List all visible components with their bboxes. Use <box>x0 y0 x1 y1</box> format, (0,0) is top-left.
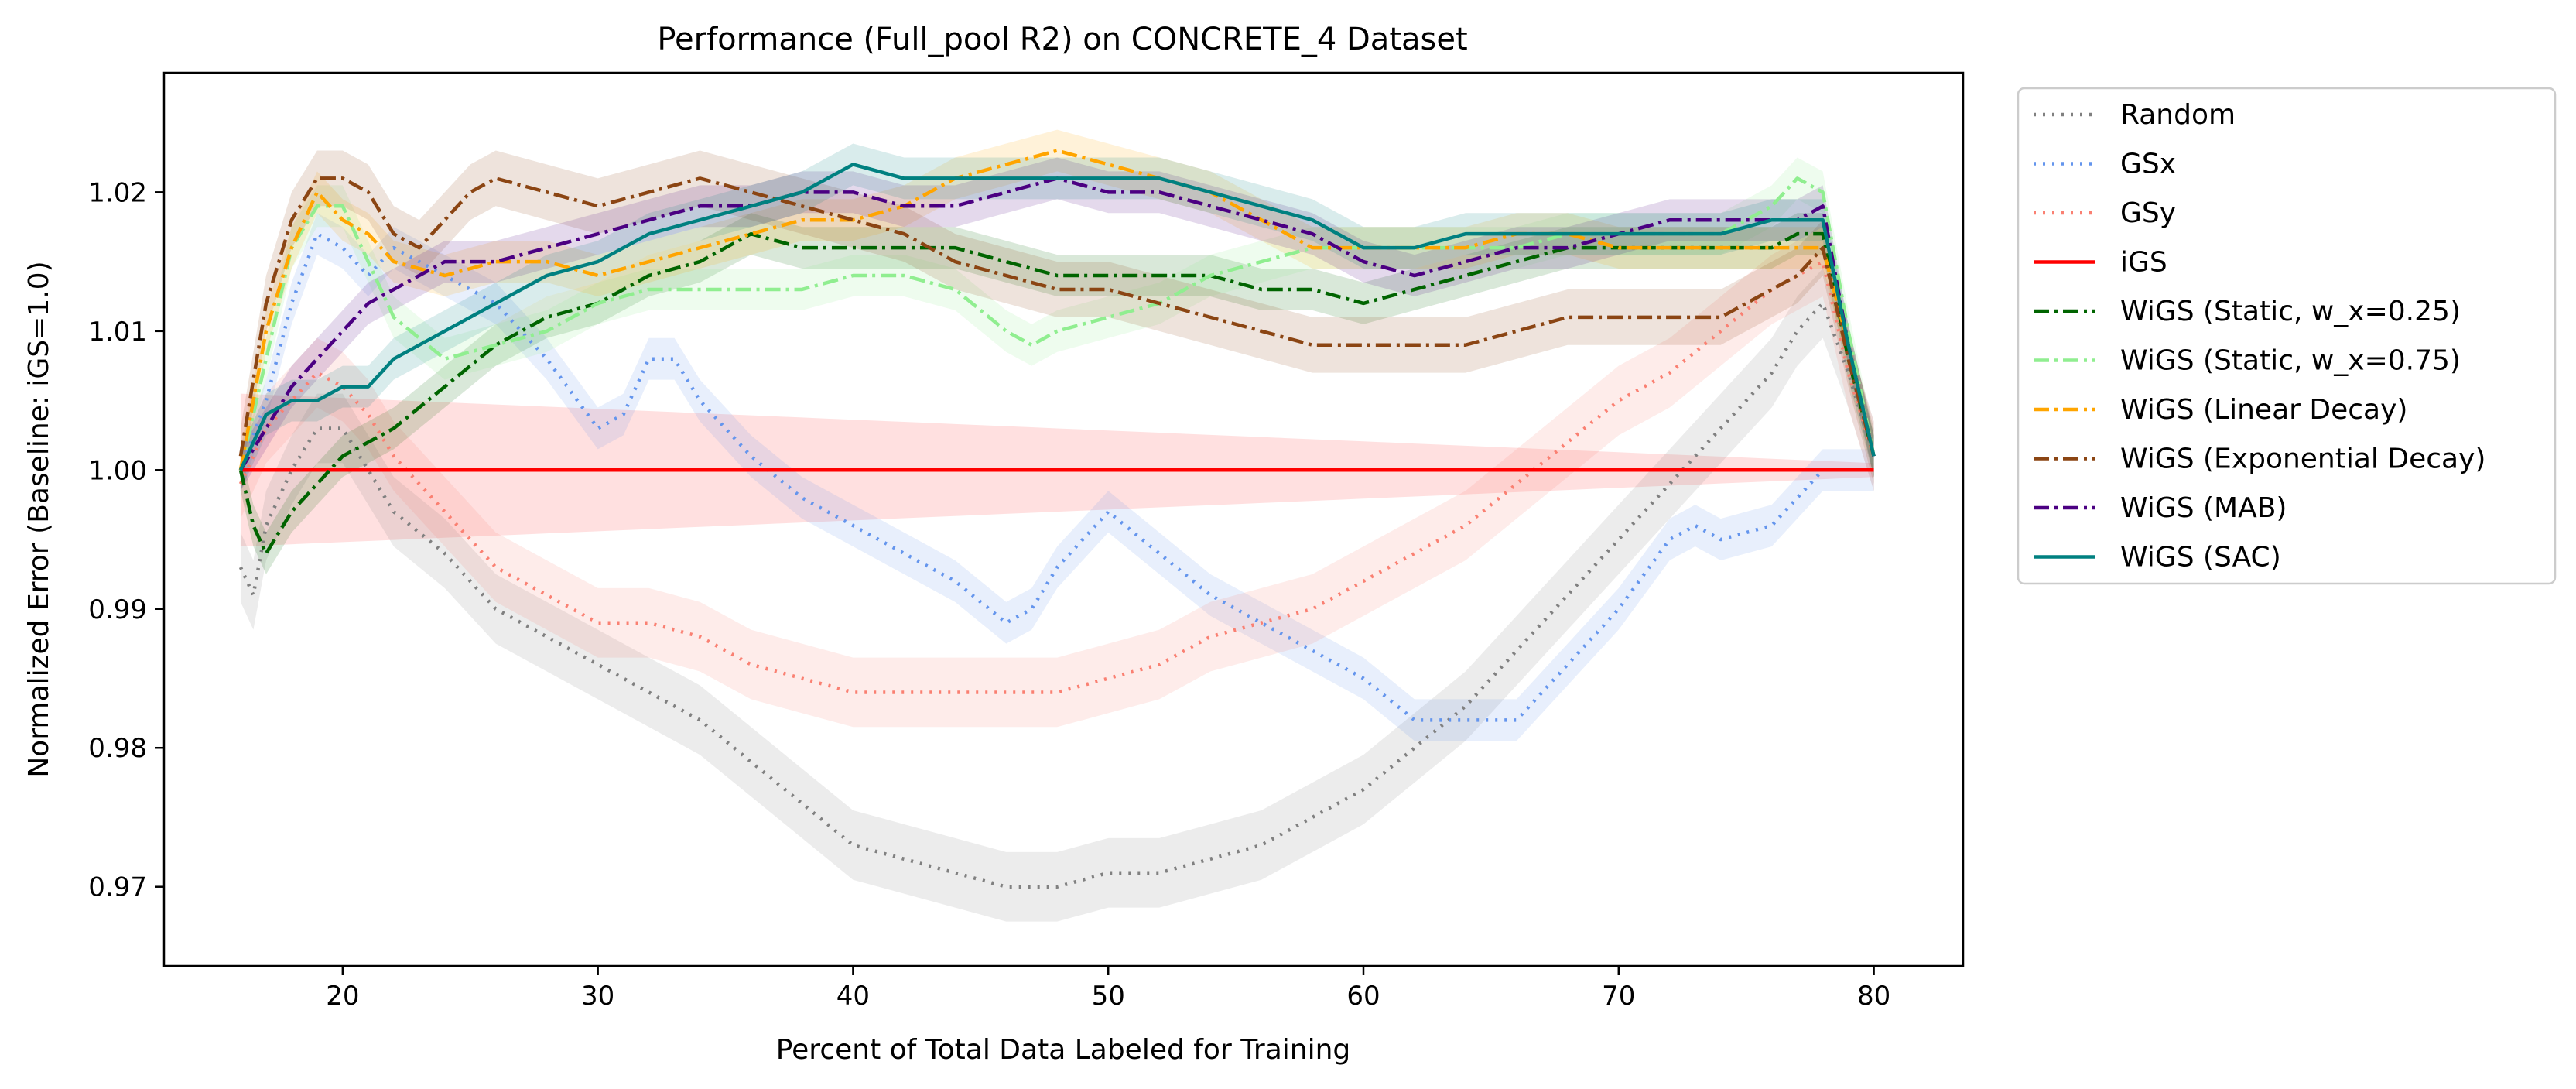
legend: Random GSx GSy iGS WiGS (Static, w_x=0.25) Wi… <box>2017 87 2557 585</box>
plot-frame <box>162 71 1965 967</box>
legend-label: WiGS (Static, w_x=0.75) <box>2120 345 2461 377</box>
y-tick-label: 1.01 <box>88 317 147 348</box>
y-axis-label: Normalized Error (Baseline: iGS=1.0) <box>23 261 55 777</box>
legend-label: GSy <box>2120 197 2176 229</box>
y-tick-label: 1.00 <box>88 455 147 486</box>
y-tick-label: 0.98 <box>88 733 147 764</box>
chart-title: Performance (Full_pool R2) on CONCRETE_4… <box>657 22 1467 57</box>
series-band <box>240 269 1874 922</box>
legend-label: WiGS (Exponential Decay) <box>2120 443 2485 475</box>
series-line <box>238 176 1876 471</box>
series-line <box>238 149 1876 471</box>
legend-label: Random <box>2120 99 2236 131</box>
x-tick-label: 30 <box>581 981 614 1012</box>
series-band <box>240 157 1874 491</box>
x-tick-label: 60 <box>1346 981 1380 1012</box>
legend-box <box>2017 87 2557 585</box>
legend-label: GSx <box>2120 149 2176 180</box>
series-band <box>240 143 1874 491</box>
axes: 20 30 40 50 60 70 80 0.97 0.98 0.99 1.00 1.01 1.02 <box>88 177 1890 1012</box>
series-band <box>240 227 1874 728</box>
legend-label: WiGS (MAB) <box>2120 492 2287 524</box>
legend-label: WiGS (Static, w_x=0.25) <box>2120 296 2461 327</box>
y-tick-label: 0.99 <box>88 594 147 625</box>
x-tick-label: 50 <box>1092 981 1125 1012</box>
x-tick-label: 20 <box>326 981 359 1012</box>
legend-label: WiGS (SAC) <box>2120 542 2281 574</box>
series-line <box>239 176 1876 471</box>
y-tick-label: 1.02 <box>88 177 147 208</box>
x-tick-label: 70 <box>1602 981 1635 1012</box>
legend-label: WiGS (Linear Decay) <box>2120 394 2407 426</box>
plot-area <box>238 129 1876 922</box>
x-tick-label: 40 <box>836 981 870 1012</box>
series-band <box>240 150 1874 485</box>
legend-label: iGS <box>2120 247 2167 279</box>
y-tick-label: 0.97 <box>88 872 147 903</box>
series-line <box>238 231 1874 722</box>
series-line <box>238 163 1876 471</box>
series-line <box>238 259 1876 694</box>
x-tick-label: 80 <box>1857 981 1890 1012</box>
series-line <box>238 176 1876 457</box>
series-band <box>240 157 1874 491</box>
x-axis-label: Percent of Total Data Labeled for Traini… <box>776 1034 1351 1066</box>
series-band <box>240 213 1874 741</box>
series-line <box>238 301 1876 889</box>
